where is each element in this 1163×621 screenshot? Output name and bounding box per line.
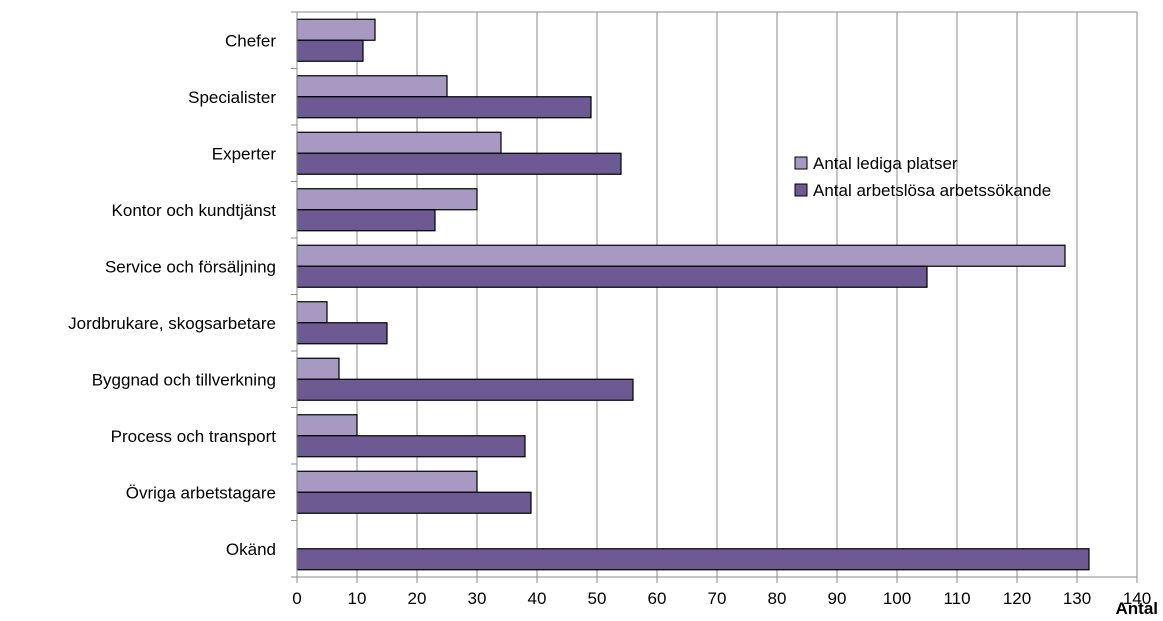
legend-label-antal-lediga-platser: Antal lediga platser <box>813 154 958 173</box>
x-tick-label: 20 <box>408 589 427 608</box>
category-label-experter: Experter <box>212 144 277 163</box>
category-label-specialister: Specialister <box>188 88 276 107</box>
x-tick-label: 50 <box>588 589 607 608</box>
category-label-byggnad-och-tillverkning: Byggnad och tillverkning <box>92 370 276 389</box>
bar-antal-lediga-platser-service-och-forsaljning <box>296 244 1066 267</box>
gridlines <box>356 12 1138 577</box>
bar-antal-lediga-platser-chefer <box>296 18 376 41</box>
x-axis-title: Antal <box>1116 599 1159 616</box>
x-tick-label: 110 <box>943 589 970 608</box>
bar-antal-arbetslosa-arbetssokande-service-och-forsaljning <box>296 265 928 288</box>
x-tick-label: 40 <box>528 589 547 608</box>
legend-swatch-antal-arbetslosa-arbetssokande <box>794 183 808 197</box>
category-label-kontor-och-kundtjanst: Kontor och kundtjänst <box>112 201 277 220</box>
category-label-process-och-transport: Process och transport <box>111 427 277 446</box>
x-tick-label: 60 <box>648 589 667 608</box>
legend-swatch-antal-lediga-platser <box>794 156 808 170</box>
bar-antal-lediga-platser-kontor-och-kundtjanst <box>296 188 478 211</box>
legend: Antal lediga platser Antal arbetslösa arb… <box>794 154 1051 200</box>
x-tick-label: 90 <box>828 589 847 608</box>
axes <box>291 11 1138 583</box>
bar-antal-arbetslosa-arbetssokande-byggnad-och-tillverkning <box>296 378 634 401</box>
category-label-ovriga-arbetstagare: Övriga arbetstagare <box>126 483 276 502</box>
bar-antal-lediga-platser-byggnad-och-tillverkning <box>296 357 340 380</box>
bar-antal-lediga-platser-process-och-transport <box>296 414 358 437</box>
x-tick-label: 80 <box>768 589 787 608</box>
bars <box>296 18 1090 571</box>
bar-antal-arbetslosa-arbetssokande-kontor-och-kundtjanst <box>296 209 436 232</box>
x-tick-label: 10 <box>348 589 367 608</box>
bar-antal-arbetslosa-arbetssokande-okand <box>296 548 1090 571</box>
bar-antal-arbetslosa-arbetssokande-process-och-transport <box>296 435 526 458</box>
category-label-service-och-forsaljning: Service och försäljning <box>105 257 276 276</box>
bar-antal-lediga-platser-jordbrukare-skogsarbetare <box>296 301 328 324</box>
x-tick-label: 30 <box>468 589 487 608</box>
x-tick-label: 140 <box>1123 589 1151 608</box>
bar-antal-lediga-platser-experter <box>296 131 502 154</box>
category-label-jordbrukare-skogsarbetare: Jordbrukare, skogsarbetare <box>68 314 276 333</box>
x-tick-label: 70 <box>708 589 727 608</box>
bar-antal-arbetslosa-arbetssokande-specialister <box>296 96 592 119</box>
category-label-okand: Okänd <box>226 540 276 559</box>
bar-antal-arbetslosa-arbetssokande-ovriga-arbetstagare <box>296 491 532 514</box>
x-tick-label: 100 <box>883 589 911 608</box>
legend-label-antal-arbetslosa-arbetssokande: Antal arbetslösa arbetssökande <box>813 181 1051 200</box>
bar-antal-lediga-platser-ovriga-arbetstagare <box>296 470 478 493</box>
bar-antal-arbetslosa-arbetssokande-jordbrukare-skogsarbetare <box>296 322 388 345</box>
bar-antal-lediga-platser-specialister <box>296 75 448 98</box>
category-label-chefer: Chefer <box>225 31 276 50</box>
x-tick-label: 0 <box>292 589 301 608</box>
bar-antal-arbetslosa-arbetssokande-chefer <box>296 39 364 62</box>
labels: 0 10 20 30 40 50 60 70 80 90 100 110 120 130 140 Chefer… <box>68 31 1151 608</box>
x-tick-label: 130 <box>1063 589 1091 608</box>
bar-antal-arbetslosa-arbetssokande-experter <box>296 152 622 175</box>
x-tick-label: 120 <box>1003 589 1031 608</box>
